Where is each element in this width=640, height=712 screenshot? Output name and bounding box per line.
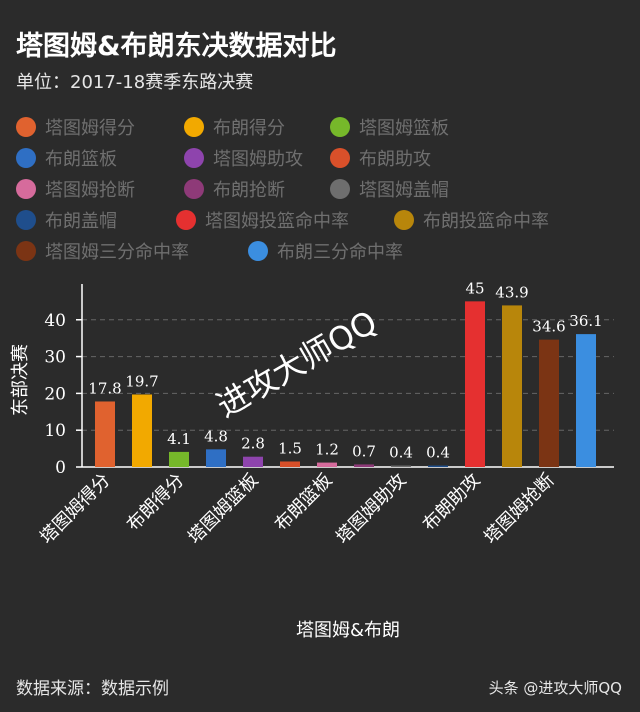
legend-label: 塔图姆盖帽 — [359, 180, 449, 201]
legend-label: 布朗三分命中率 — [277, 242, 403, 263]
x-tick-label: 布朗篮板 — [271, 470, 337, 536]
bar — [428, 465, 448, 467]
legend-dot-icon — [176, 210, 196, 230]
data-label: 0.4 — [426, 444, 450, 462]
data-label: 0.4 — [389, 444, 413, 462]
legend-item: 布朗盖帽 — [16, 207, 117, 233]
x-tick-label: 塔图姆得分 — [36, 470, 114, 548]
legend-label: 布朗篮板 — [45, 149, 117, 170]
legend-dot-icon — [330, 117, 350, 137]
legend-item: 塔图姆得分 — [16, 114, 135, 140]
legend-dot-icon — [184, 148, 204, 168]
x-tick-label: 塔图姆抢断 — [480, 470, 558, 548]
bar — [95, 401, 115, 467]
bar — [391, 465, 411, 467]
legend-dot-icon — [16, 210, 36, 230]
x-tick-label: 布朗得分 — [123, 470, 189, 536]
bar — [243, 456, 263, 467]
credit: 头条 @进攻大师QQ — [488, 679, 622, 697]
legend-item: 塔图姆投篮命中率 — [176, 207, 349, 233]
legend-label: 布朗助攻 — [359, 149, 431, 170]
legend-label: 塔图姆篮板 — [359, 118, 449, 139]
y-tick-label: 0 — [55, 458, 66, 478]
bar — [539, 339, 559, 467]
legend-label: 塔图姆得分 — [45, 118, 135, 139]
bar — [317, 462, 337, 467]
y-tick-label: 30 — [44, 348, 66, 368]
legend-label: 布朗投篮命中率 — [423, 211, 549, 232]
legend-item: 塔图姆三分命中率 — [16, 238, 189, 264]
x-tick-label: 布朗助攻 — [419, 470, 485, 536]
data-label: 43.9 — [495, 283, 528, 301]
data-label: 17.8 — [88, 379, 121, 397]
y-tick-label: 20 — [44, 384, 66, 404]
legend-label: 布朗抢断 — [213, 180, 285, 201]
data-label: 45 — [465, 279, 484, 297]
legend-item: 塔图姆盖帽 — [330, 176, 449, 202]
data-label: 1.2 — [315, 441, 339, 459]
bar — [280, 461, 300, 467]
legend-label: 塔图姆三分命中率 — [45, 242, 189, 263]
y-axis-label: 东部决赛 — [10, 344, 31, 416]
data-label: 36.1 — [569, 312, 602, 330]
bar — [206, 449, 226, 467]
legend-item: 布朗抢断 — [184, 176, 285, 202]
legend-dot-icon — [248, 241, 268, 261]
y-tick-label: 10 — [44, 421, 66, 441]
bar — [169, 451, 189, 467]
chart-title: 塔图姆&布朗东决数据对比 — [16, 31, 337, 62]
bar — [354, 464, 374, 467]
data-label: 19.7 — [125, 372, 158, 390]
bar — [465, 301, 485, 467]
legend-dot-icon — [330, 179, 350, 199]
bar — [502, 305, 522, 467]
legend-label: 布朗盖帽 — [45, 211, 117, 232]
data-source: 数据来源：数据示例 — [16, 679, 169, 699]
legend-dot-icon — [16, 179, 36, 199]
bar — [132, 394, 152, 467]
legend-dot-icon — [16, 117, 36, 137]
data-label: 2.8 — [241, 435, 265, 453]
data-label: 4.8 — [204, 427, 228, 445]
x-tick-label: 塔图姆助攻 — [332, 470, 410, 548]
legend-item: 布朗三分命中率 — [248, 238, 403, 264]
legend-dot-icon — [184, 179, 204, 199]
data-label: 34.6 — [532, 318, 565, 336]
legend-dot-icon — [16, 148, 36, 168]
legend-dot-icon — [394, 210, 414, 230]
legend-dot-icon — [16, 241, 36, 261]
legend-item: 布朗篮板 — [16, 145, 117, 171]
watermark-text: 进攻大师QQ — [210, 303, 383, 425]
legend-item: 布朗助攻 — [330, 145, 431, 171]
legend-item: 塔图姆抢断 — [16, 176, 135, 202]
legend-dot-icon — [184, 117, 204, 137]
legend-label: 塔图姆抢断 — [45, 180, 135, 201]
bar — [576, 334, 596, 467]
data-label: 1.5 — [278, 439, 302, 457]
data-label: 4.1 — [167, 430, 191, 448]
legend-label: 塔图姆助攻 — [213, 149, 303, 170]
y-tick-label: 40 — [44, 311, 66, 331]
x-axis-label: 塔图姆&布朗 — [296, 620, 400, 641]
x-tick-label: 塔图姆篮板 — [184, 470, 262, 548]
legend-item: 布朗投篮命中率 — [394, 207, 549, 233]
legend-label: 布朗得分 — [213, 118, 285, 139]
legend-item: 布朗得分 — [184, 114, 285, 140]
legend-dot-icon — [330, 148, 350, 168]
data-label: 0.7 — [352, 442, 376, 460]
legend-item: 塔图姆篮板 — [330, 114, 449, 140]
legend-label: 塔图姆投篮命中率 — [205, 211, 349, 232]
chart-subtitle: 单位：2017-18赛季东路决赛 — [16, 72, 254, 93]
legend-item: 塔图姆助攻 — [184, 145, 303, 171]
